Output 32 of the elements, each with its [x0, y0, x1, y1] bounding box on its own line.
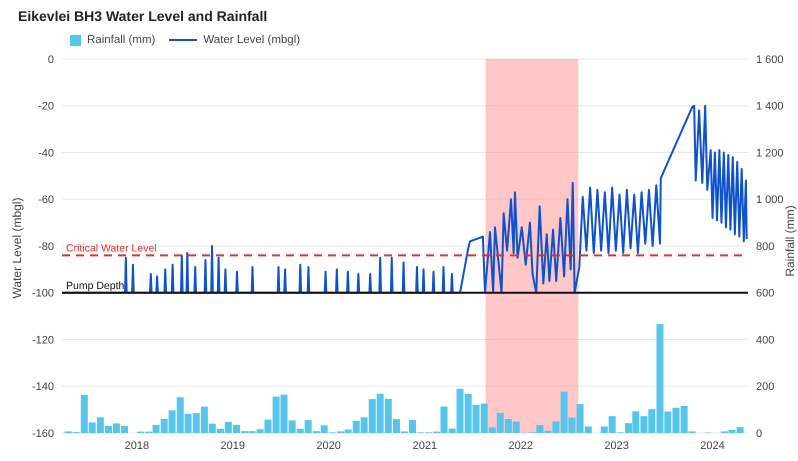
y2-tick-label: 200	[756, 381, 774, 394]
ref-line-label: Critical Water Level	[66, 242, 157, 254]
x-tick-label: 2022	[508, 440, 533, 452]
y-tick-label: -160	[32, 428, 54, 440]
y-tick-label: -60	[38, 194, 54, 206]
y-tick-label: -140	[32, 381, 54, 394]
x-tick-label: 2019	[220, 440, 246, 452]
y-tick-label: -20	[38, 100, 54, 113]
y-tick-label: 0	[48, 54, 54, 66]
y-tick-label: -40	[38, 147, 54, 160]
y2-tick-label: 600	[756, 288, 774, 300]
legend-label: Rainfall (mm)	[87, 34, 156, 46]
y-tick-label: -100	[32, 288, 54, 300]
y2-tick-label: 1 600	[756, 54, 784, 66]
y2-tick-label: 0	[756, 428, 762, 440]
y2-tick-label: 400	[756, 334, 774, 346]
ref-line-label: Pump Depth	[66, 280, 125, 292]
x-tick-label: 2023	[604, 440, 629, 452]
y-axis-title: Water Level (mbgl)	[10, 198, 24, 298]
y2-tick-label: 1 400	[756, 100, 784, 113]
y-tick-label: -80	[38, 240, 54, 253]
y2-tick-label: 1 000	[756, 194, 784, 206]
x-tick-label: 2020	[316, 440, 341, 452]
y2-tick-label: 1 200	[756, 147, 784, 160]
y2-tick-label: 800	[756, 240, 774, 253]
legend-label: Water Level (mbgl)	[203, 34, 300, 46]
y2-axis-title: Rainfall (mm)	[783, 205, 797, 277]
chart-title: Eikevlei BH3 Water Level and Rainfall	[18, 8, 268, 24]
x-tick-label: 2024	[700, 440, 725, 452]
y-tick-label: -120	[32, 334, 54, 346]
x-tick-label: 2021	[412, 440, 438, 452]
x-tick-label: 2018	[124, 440, 150, 452]
